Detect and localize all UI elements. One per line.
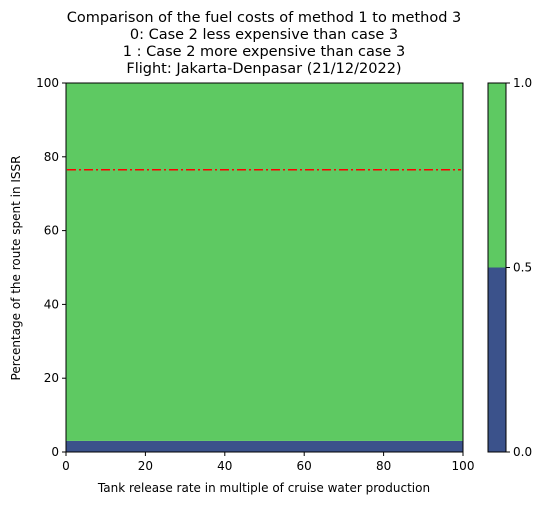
x-tick-label: 80 xyxy=(376,459,391,473)
colorbar: 0.0 0.5 1.0 xyxy=(487,76,532,459)
region-value-1 xyxy=(66,83,463,441)
y-tick-label: 0 xyxy=(51,445,59,459)
colorbar-tick-label: 0.5 xyxy=(513,261,532,275)
plot-regions xyxy=(66,83,463,452)
y-tick-label: 80 xyxy=(44,150,59,164)
colorbar-tick-label: 0.0 xyxy=(513,445,532,459)
y-axis-label: Percentage of the route spent in ISSR xyxy=(9,156,23,381)
colorbar-tick-label: 1.0 xyxy=(513,76,532,90)
colorbar-level xyxy=(488,267,506,452)
plot-frame xyxy=(65,82,464,453)
x-tick-label: 60 xyxy=(297,459,312,473)
colorbar-level xyxy=(488,83,506,268)
y-tick-label: 60 xyxy=(44,224,59,238)
region-value-0 xyxy=(66,440,463,452)
x-axis-label: Tank release rate in multiple of cruise … xyxy=(97,481,430,495)
y-tick-label: 20 xyxy=(44,371,59,385)
title-line-3: 1 : Case 2 more expensive than case 3 xyxy=(123,44,405,60)
y-tick-label: 40 xyxy=(44,297,59,311)
x-tick-label: 0 xyxy=(62,459,70,473)
y-tick-label: 100 xyxy=(36,76,59,90)
x-axis: 0 20 40 60 80 100 xyxy=(62,452,474,473)
chart-title: Comparison of the fuel costs of method 1… xyxy=(67,10,462,77)
y-axis: 0 20 40 60 80 100 xyxy=(36,76,66,459)
title-line-1: Comparison of the fuel costs of method 1… xyxy=(67,10,462,26)
x-tick-label: 100 xyxy=(452,459,475,473)
x-tick-label: 40 xyxy=(217,459,232,473)
title-line-4: Flight: Jakarta-Denpasar (21/12/2022) xyxy=(126,61,401,77)
x-tick-label: 20 xyxy=(138,459,153,473)
title-line-2: 0: Case 2 less expensive than case 3 xyxy=(130,27,398,43)
